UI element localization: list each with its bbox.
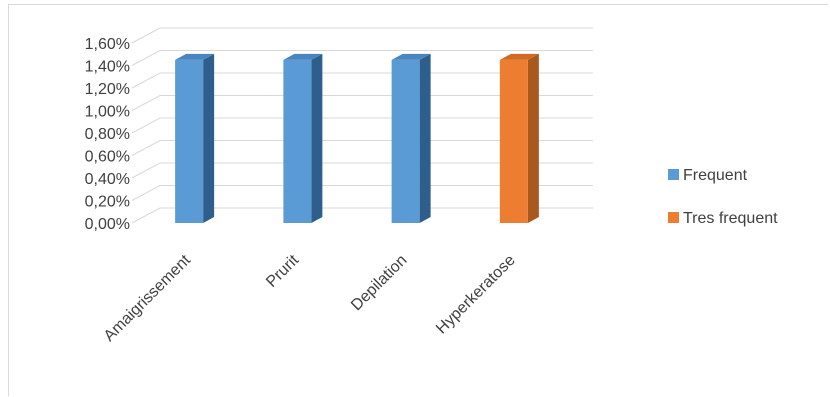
legend-label: Frequent <box>683 167 748 184</box>
bar-front <box>283 59 312 223</box>
y-tick-label: 1,60% <box>85 36 130 53</box>
y-tick-label: 1,40% <box>85 59 130 76</box>
gridline <box>131 50 593 66</box>
gridline <box>131 27 593 44</box>
x-axis-labels: Amaigrissement Prurit Depilation Hyperkerat… <box>101 251 519 345</box>
gridline <box>131 185 593 201</box>
x-category-label: Depilation <box>348 252 410 314</box>
legend: Frequent Tres frequent <box>668 167 778 227</box>
y-tick-label: 1,00% <box>85 104 130 121</box>
bar-top <box>499 53 539 60</box>
gridline <box>131 140 593 156</box>
y-tick-label: 0,40% <box>85 171 130 188</box>
x-category-label: Amaigrissement <box>101 251 195 345</box>
y-axis-ticks: 0,00% 0,20% 0,40% 0,60% 0,80% 1,00% 1,20% 1,40%… <box>85 36 130 233</box>
bar-side <box>203 53 215 223</box>
bar-side <box>311 53 323 223</box>
gridline <box>131 72 593 89</box>
gridline <box>131 95 593 111</box>
bar-front <box>391 59 420 223</box>
bars <box>175 53 539 223</box>
y-tick-label: 0,60% <box>85 149 130 166</box>
gridlines <box>131 27 593 224</box>
gridline <box>131 117 593 134</box>
bar-top <box>391 53 431 60</box>
gridline <box>131 207 593 224</box>
bar-side <box>419 53 431 223</box>
bar <box>391 53 431 223</box>
bar-top <box>175 53 215 60</box>
y-tick-label: 0,00% <box>85 216 130 233</box>
y-tick-label: 1,20% <box>85 81 130 98</box>
bar <box>499 53 539 223</box>
bar-front <box>175 59 204 223</box>
x-category-label: Hyperkeratose <box>433 252 519 338</box>
bar-side <box>527 53 539 223</box>
x-category-label: Prurit <box>263 251 302 290</box>
y-tick-label: 0,80% <box>85 126 130 143</box>
y-tick-label: 0,20% <box>85 194 130 211</box>
bar-top <box>283 53 323 60</box>
bar <box>283 53 323 223</box>
legend-swatch <box>668 169 679 180</box>
gridline <box>131 162 593 179</box>
bar <box>175 53 215 223</box>
bar-front <box>499 59 528 223</box>
legend-swatch <box>668 212 679 223</box>
legend-label: Tres frequent <box>683 210 778 227</box>
chart-frame <box>8 4 828 396</box>
